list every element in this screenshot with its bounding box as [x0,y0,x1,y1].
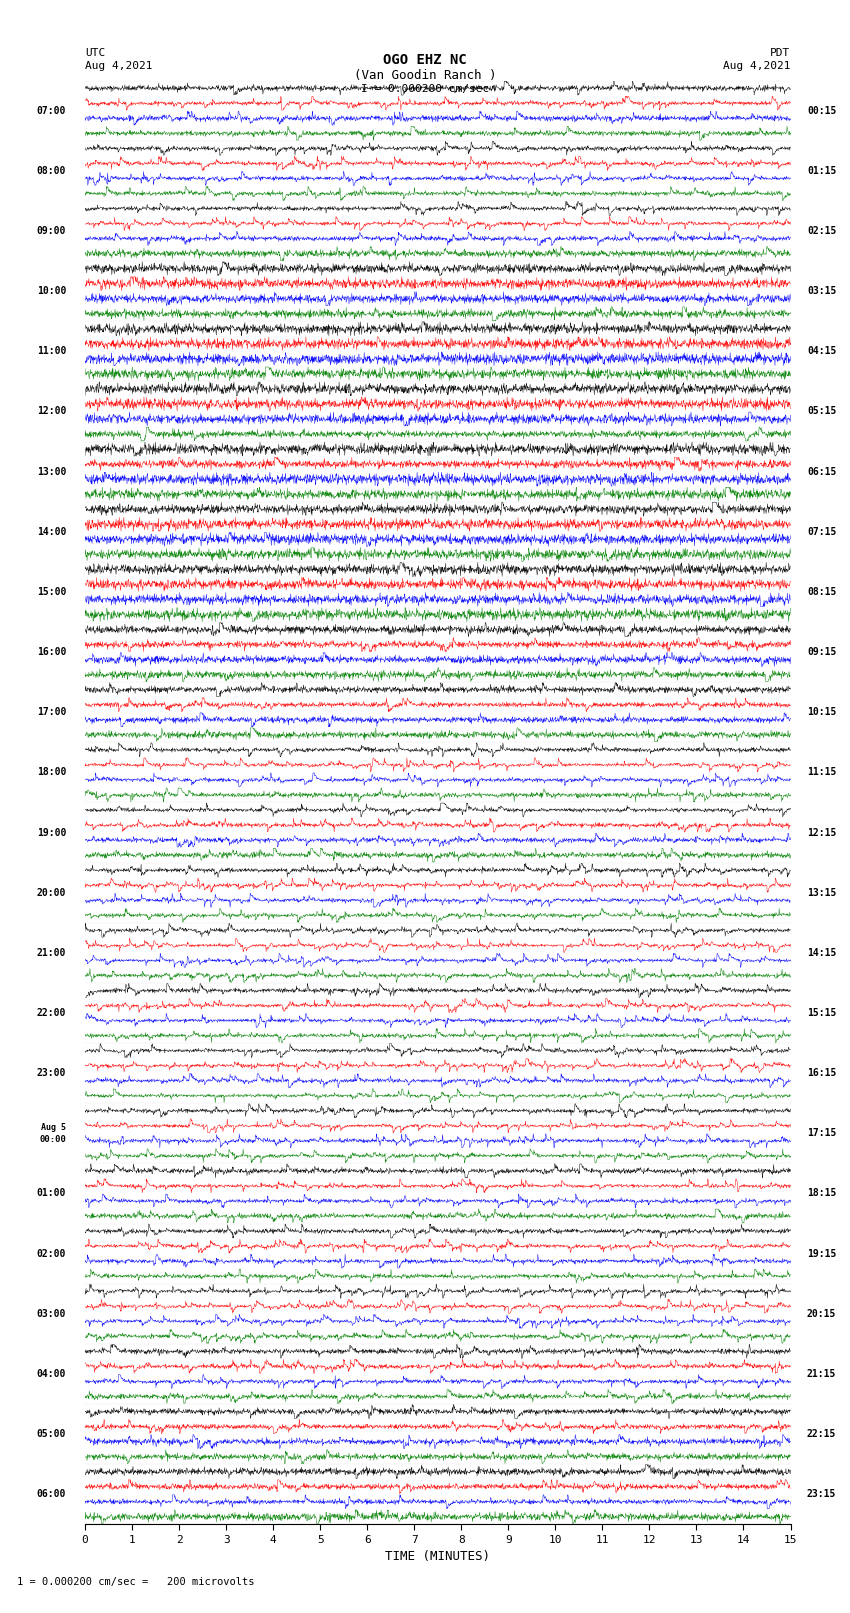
Text: 08:00: 08:00 [37,166,66,176]
Text: 10:15: 10:15 [807,706,836,718]
Text: 19:15: 19:15 [807,1248,836,1258]
Text: 19:00: 19:00 [37,827,66,837]
Text: 08:15: 08:15 [807,587,836,597]
Text: 12:00: 12:00 [37,406,66,416]
Text: 21:00: 21:00 [37,948,66,958]
Text: Aug 5: Aug 5 [41,1123,66,1132]
Text: 04:00: 04:00 [37,1369,66,1379]
Text: 13:00: 13:00 [37,466,66,476]
Text: Aug 4,2021: Aug 4,2021 [723,61,791,71]
Text: 09:00: 09:00 [37,226,66,235]
Text: OGO EHZ NC: OGO EHZ NC [383,53,467,68]
Text: 00:15: 00:15 [807,106,836,116]
Text: 21:15: 21:15 [807,1369,836,1379]
Text: 06:00: 06:00 [37,1489,66,1498]
Text: 01:00: 01:00 [37,1189,66,1198]
Text: 02:00: 02:00 [37,1248,66,1258]
Text: 07:00: 07:00 [37,106,66,116]
Text: 15:15: 15:15 [807,1008,836,1018]
Text: 04:15: 04:15 [807,347,836,356]
Text: I = 0.000200 cm/sec: I = 0.000200 cm/sec [361,84,489,94]
Text: 07:15: 07:15 [807,527,836,537]
Text: 03:00: 03:00 [37,1308,66,1319]
Text: 1 = 0.000200 cm/sec =   200 microvolts: 1 = 0.000200 cm/sec = 200 microvolts [17,1578,254,1587]
Text: 18:15: 18:15 [807,1189,836,1198]
Text: 13:15: 13:15 [807,887,836,898]
Text: 05:00: 05:00 [37,1429,66,1439]
Text: 20:15: 20:15 [807,1308,836,1319]
Text: 17:15: 17:15 [807,1129,836,1139]
Text: 12:15: 12:15 [807,827,836,837]
Text: 05:15: 05:15 [807,406,836,416]
Text: 11:15: 11:15 [807,768,836,777]
Text: 01:15: 01:15 [807,166,836,176]
Text: 11:00: 11:00 [37,347,66,356]
Text: 22:00: 22:00 [37,1008,66,1018]
Text: 14:00: 14:00 [37,527,66,537]
Text: 16:15: 16:15 [807,1068,836,1077]
Text: 06:15: 06:15 [807,466,836,476]
Text: 20:00: 20:00 [37,887,66,898]
Text: 17:00: 17:00 [37,706,66,718]
Text: 16:00: 16:00 [37,647,66,656]
Text: 23:00: 23:00 [37,1068,66,1077]
Text: 23:15: 23:15 [807,1489,836,1498]
Text: 22:15: 22:15 [807,1429,836,1439]
X-axis label: TIME (MINUTES): TIME (MINUTES) [385,1550,490,1563]
Text: PDT: PDT [770,48,790,58]
Text: 14:15: 14:15 [807,948,836,958]
Text: Aug 4,2021: Aug 4,2021 [85,61,152,71]
Text: (Van Goodin Ranch ): (Van Goodin Ranch ) [354,69,496,82]
Text: 15:00: 15:00 [37,587,66,597]
Text: 00:00: 00:00 [39,1136,66,1144]
Text: 09:15: 09:15 [807,647,836,656]
Text: 10:00: 10:00 [37,286,66,297]
Text: 18:00: 18:00 [37,768,66,777]
Text: 03:15: 03:15 [807,286,836,297]
Text: 02:15: 02:15 [807,226,836,235]
Text: UTC: UTC [85,48,105,58]
